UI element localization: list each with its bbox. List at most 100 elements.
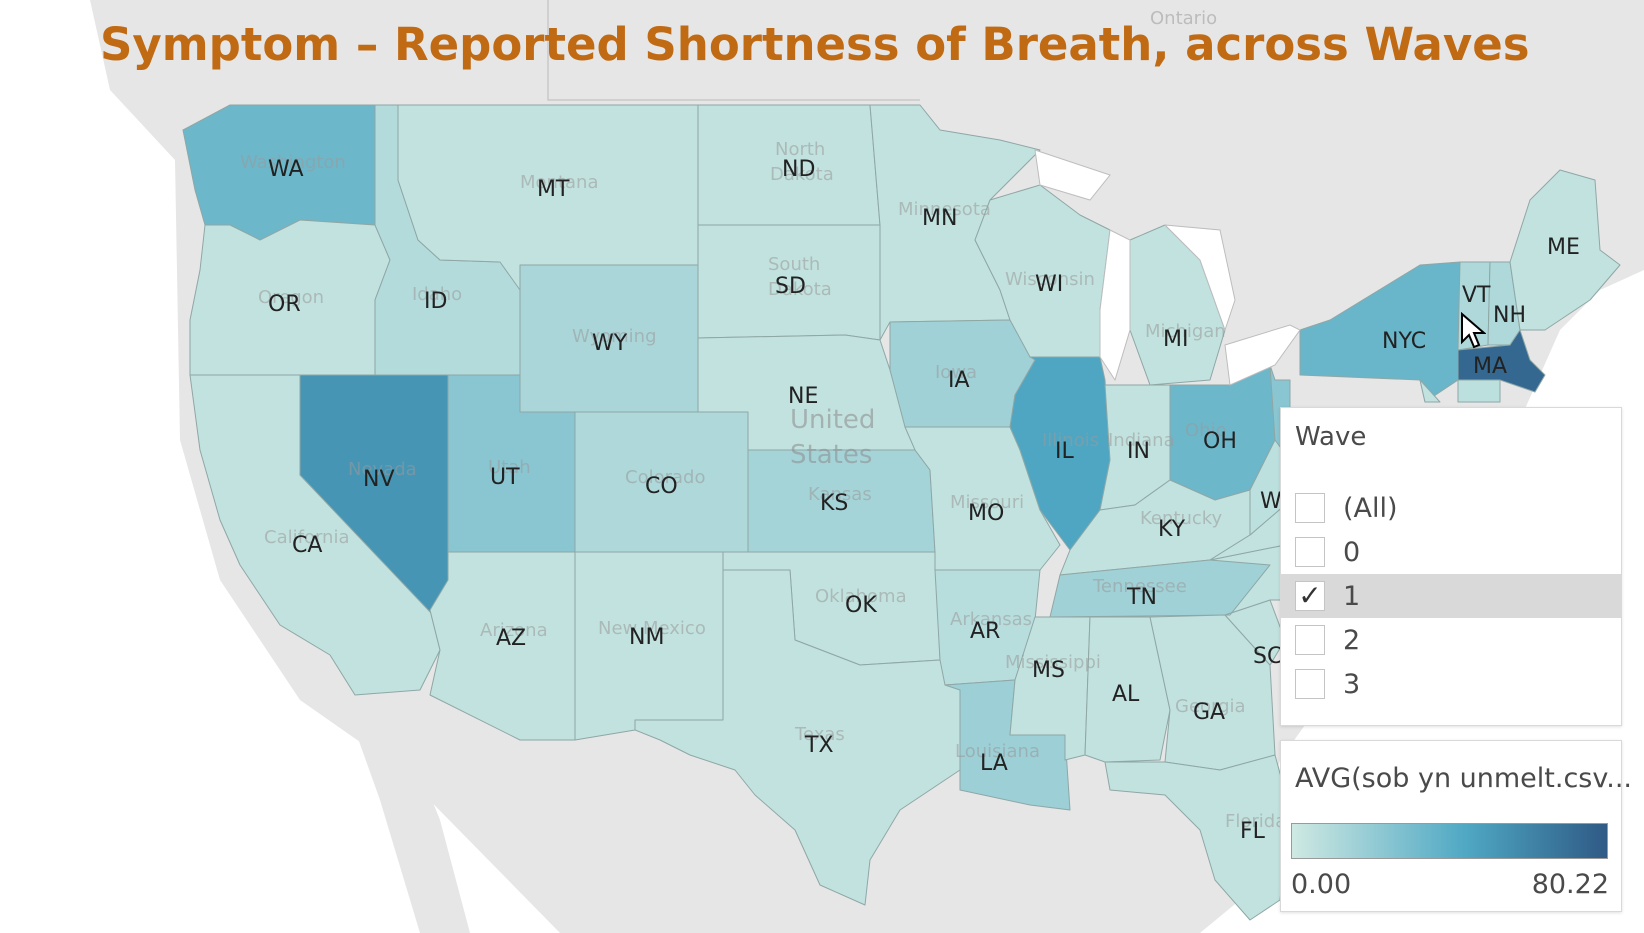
- state-label-ks: KS: [820, 491, 848, 516]
- bg-label-iowa: Iowa: [935, 362, 977, 383]
- bg-label-california: California: [264, 527, 349, 548]
- bg-label-florida: Florida: [1225, 811, 1286, 832]
- state-label-wv: W: [1260, 489, 1282, 514]
- wave-option-3[interactable]: 3: [1281, 662, 1621, 706]
- lake-superior: [1034, 149, 1111, 201]
- state-label-az: AZ: [496, 626, 526, 651]
- bg-label-michigan: Michigan: [1145, 321, 1226, 342]
- state-label-la: LA: [980, 751, 1008, 776]
- bg-label-colorado: Colorado: [625, 467, 705, 488]
- checkbox[interactable]: [1295, 493, 1325, 523]
- bg-label-washington: Washington: [240, 152, 346, 173]
- state-label-ar: AR: [970, 619, 1000, 644]
- state-il[interactable]: [1009, 356, 1111, 551]
- checkbox[interactable]: [1295, 537, 1325, 567]
- mouse-pointer-icon: [1460, 311, 1487, 354]
- wave-option-1[interactable]: ✓ 1: [1281, 574, 1621, 618]
- wave-option-label: (All): [1343, 492, 1398, 524]
- wave-option-0[interactable]: 0: [1281, 530, 1621, 574]
- wave-filter-title: Wave: [1295, 422, 1367, 452]
- state-label-ga: GA: [1193, 700, 1225, 725]
- state-label-wi: WI: [1035, 272, 1063, 297]
- lake-huron: [1163, 224, 1236, 332]
- state-label-me: ME: [1547, 235, 1580, 260]
- state-label-ca: CA: [292, 533, 322, 558]
- wave-option-all[interactable]: (All): [1281, 486, 1621, 530]
- bg-label-texas: Texas: [794, 724, 845, 745]
- bg-label-ohio: Ohio: [1185, 420, 1227, 441]
- wave-option-label: 0: [1343, 536, 1361, 568]
- bg-label-wyoming: Wyoming: [572, 326, 657, 347]
- legend-min-value: 0.00: [1291, 869, 1352, 900]
- bg-label-minnesota: Minnesota: [898, 199, 991, 220]
- bg-label-dakota-n: Dakota: [770, 164, 834, 185]
- bg-label-kansas: Kansas: [808, 484, 872, 505]
- legend-color-ramp: [1291, 823, 1608, 859]
- bg-label-north: North: [775, 139, 825, 160]
- state-label-co: CO: [645, 474, 678, 499]
- state-label-wy: WY: [592, 331, 628, 356]
- country-label-line2: States: [790, 440, 872, 470]
- bg-label-oregon: Oregon: [258, 287, 324, 308]
- checkbox-checked[interactable]: ✓: [1295, 581, 1325, 611]
- state-label-fl: FL: [1240, 819, 1266, 844]
- bg-label-illinois: Illinois: [1042, 430, 1099, 451]
- state-me[interactable]: [1509, 169, 1621, 331]
- lake-michigan: [1099, 229, 1131, 382]
- state-nj[interactable]: [1419, 379, 1441, 403]
- bg-label-ontario: Ontario: [1150, 8, 1217, 29]
- checkbox[interactable]: [1295, 669, 1325, 699]
- bg-label-south: South: [768, 254, 820, 275]
- state-labels: WA OR CA ID NV MT WY UT AZ CO NM ND SD N…: [268, 157, 1580, 844]
- state-fl[interactable]: [1104, 754, 1291, 921]
- lake-erie: [1224, 324, 1301, 386]
- legend-title: AVG(sob yn unmelt.csv...: [1295, 763, 1632, 794]
- state-label-al: AL: [1112, 682, 1140, 707]
- state-label-sc: SC: [1253, 644, 1282, 669]
- page-title: Symptom – Reported Shortness of Breath, …: [100, 18, 1530, 71]
- bg-label-dakota-s: Dakota: [768, 279, 832, 300]
- bg-label-indiana: Indiana: [1108, 430, 1175, 451]
- state-label-sd: SD: [775, 274, 806, 299]
- state-label-mt: MT: [537, 177, 570, 202]
- state-label-il: IL: [1055, 439, 1074, 464]
- color-legend-panel: AVG(sob yn unmelt.csv... 0.00 80.22: [1280, 740, 1632, 912]
- state-label-nm: NM: [629, 625, 664, 650]
- state-label-tx: TX: [804, 733, 834, 758]
- bg-label-arkansas: Arkansas: [950, 609, 1032, 630]
- country-label-line1: United: [790, 405, 875, 435]
- state-label-ny: NYC: [1382, 329, 1426, 354]
- legend-max-value: 80.22: [1531, 869, 1609, 900]
- bg-label-oklahoma: Oklahoma: [815, 586, 907, 607]
- bg-label-tennessee: Tennessee: [1092, 576, 1187, 597]
- checkbox[interactable]: [1295, 625, 1325, 655]
- wave-option-label: 2: [1343, 624, 1361, 656]
- wave-filter-panel: Wave (All) 0 ✓ 1 2 3: [1280, 407, 1622, 726]
- bg-label-wisconsin: Wisconsin: [1005, 269, 1095, 290]
- state-label-vt: VT: [1462, 283, 1491, 308]
- state-label-mn: MN: [922, 206, 957, 231]
- check-mark-icon: ✓: [1298, 579, 1322, 612]
- wave-option-2[interactable]: 2: [1281, 618, 1621, 662]
- state-label-in: IN: [1127, 439, 1150, 464]
- bg-label-kentucky: Kentucky: [1140, 508, 1223, 529]
- wave-option-label: 1: [1343, 580, 1361, 612]
- state-label-ma: MA: [1473, 354, 1507, 379]
- state-label-mi: MI: [1163, 327, 1188, 352]
- state-label-ut: UT: [490, 465, 520, 490]
- state-label-or: OR: [268, 292, 301, 317]
- state-ct[interactable]: [1457, 379, 1501, 403]
- state-tx[interactable]: [634, 569, 961, 906]
- bg-label-louisiana: Louisiana: [955, 741, 1040, 762]
- state-label-oh: OH: [1203, 429, 1237, 454]
- state-label-ky: KY: [1158, 517, 1186, 542]
- state-label-nv: NV: [363, 467, 395, 492]
- bg-label-montana: Montana: [520, 172, 598, 193]
- state-label-ne: NE: [788, 384, 818, 409]
- bg-label-idaho: Idaho: [412, 284, 462, 305]
- bg-label-nevada: Nevada: [348, 459, 417, 480]
- wave-option-label: 3: [1343, 668, 1361, 700]
- state-label-nd: ND: [782, 157, 815, 182]
